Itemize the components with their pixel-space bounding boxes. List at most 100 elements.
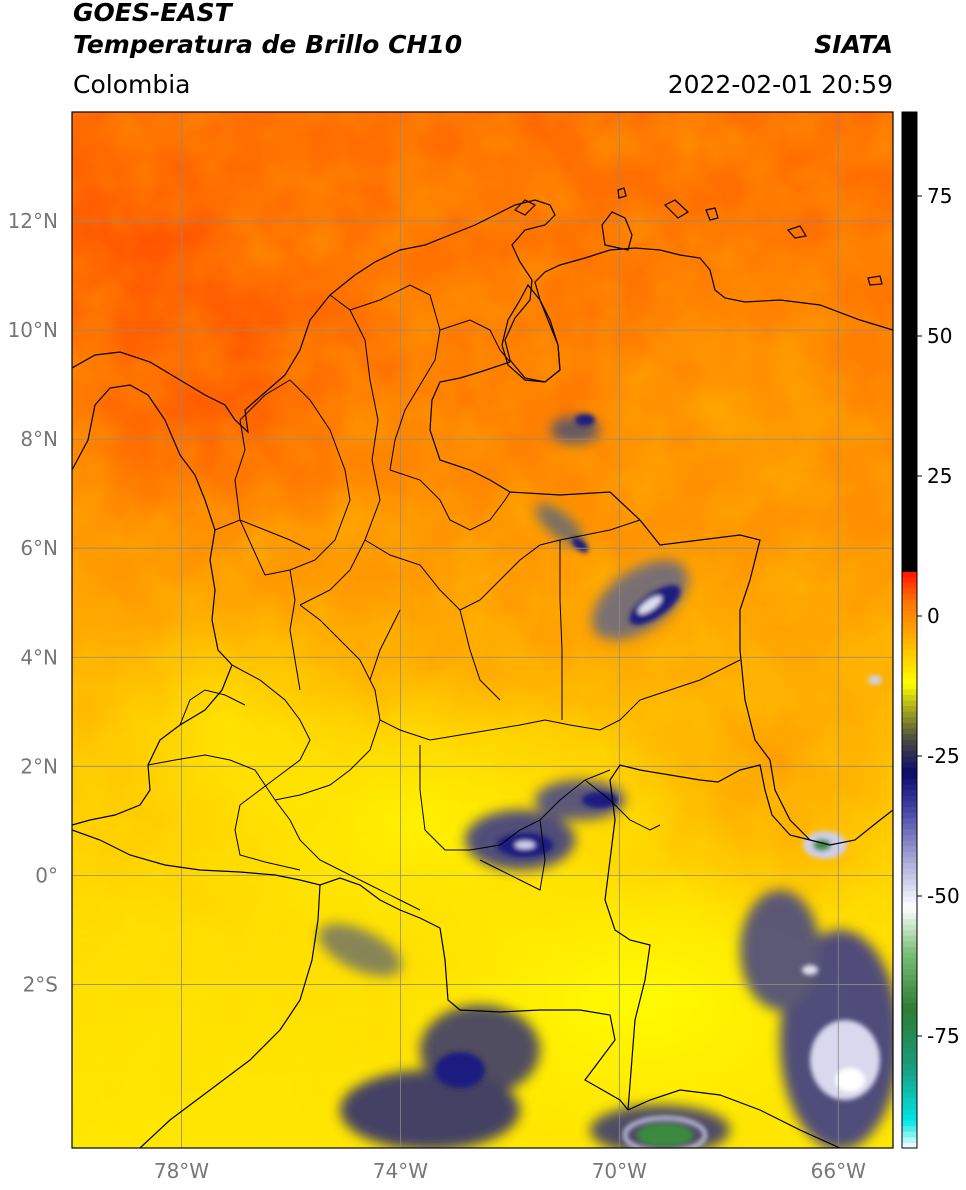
colorbar-segment (902, 207, 917, 214)
colorbar-tick-label: -50 (927, 884, 960, 908)
colorbar-segment (902, 627, 917, 634)
colorbar-segment (902, 313, 917, 320)
colorbar-segment (902, 453, 917, 460)
colorbar-segment (902, 291, 917, 298)
colorbar-segment (902, 1120, 917, 1127)
colorbar-segment (902, 498, 917, 505)
colorbar-segment (902, 274, 917, 281)
colorbar-segment (902, 425, 917, 432)
colorbar-segment (902, 1047, 917, 1054)
colorbar-segment (902, 190, 917, 197)
colorbar-tick-label: 0 (927, 604, 940, 628)
colorbar-segment (902, 347, 917, 354)
colorbar-segment (902, 336, 917, 343)
map-frame (71, 111, 894, 1149)
colorbar-segment (902, 554, 917, 561)
colorbar-segment (902, 856, 917, 863)
latitude-tick-label: 2°S (23, 972, 58, 996)
colorbar: 75 50 25 0 -25 -50 -75 (901, 111, 960, 1149)
colorbar-segment (902, 436, 917, 443)
colorbar-segment (902, 896, 917, 903)
longitude-tick-labels: 78°W 74°W 70°W 66°W (154, 1159, 866, 1183)
pacific-coast (72, 384, 233, 826)
department-boundaries (147, 284, 741, 911)
colorbar-segment (902, 868, 917, 875)
product-title: Temperatura de Brillo CH10 (73, 30, 463, 59)
colorbar-segments (902, 112, 917, 1149)
colorbar-segment (902, 1075, 917, 1082)
colorbar-segment (902, 235, 917, 242)
colorbar-segment (902, 733, 917, 740)
colorbar-segment (902, 1108, 917, 1115)
colorbar-segment (902, 252, 917, 259)
colorbar-segment (902, 1036, 917, 1043)
colorbar-frame (901, 111, 918, 1149)
colorbar-segment (902, 403, 917, 410)
colorbar-segment (902, 145, 917, 152)
region-label: Colombia (73, 70, 191, 99)
colorbar-ticks: 75 50 25 0 -25 -50 -75 (917, 184, 960, 1048)
colorbar-segment (902, 1069, 917, 1076)
colorbar-segment (902, 201, 917, 208)
colorbar-segment (902, 571, 917, 578)
colorbar-segment (902, 694, 917, 701)
colorbar-segment (902, 520, 917, 527)
colorbar-segment (902, 184, 917, 191)
colorbar-segment (902, 134, 917, 141)
colorbar-segment (902, 352, 917, 359)
colorbar-segment (902, 683, 917, 690)
colorbar-segment (902, 834, 917, 841)
colorbar-segment (902, 980, 917, 987)
latitude-tick-label: 0° (35, 863, 58, 887)
colorbar-segment (902, 828, 917, 835)
colorbar-segment (902, 369, 917, 376)
colorbar-segment (902, 459, 917, 466)
colorbar-segment (902, 565, 917, 572)
colorbar-segment (902, 1086, 917, 1093)
colorbar-segment (902, 655, 917, 662)
colorbar-segment (902, 840, 917, 847)
colorbar-segment (902, 817, 917, 824)
colorbar-segment (902, 907, 917, 914)
colorbar-segment (902, 929, 917, 936)
colorbar-segment (902, 420, 917, 427)
colorbar-segment (902, 229, 917, 236)
colorbar-segment (902, 812, 917, 819)
colorbar-segment (902, 873, 917, 880)
colorbar-segment (902, 196, 917, 203)
colorbar-segment (902, 632, 917, 639)
colorbar-segment (902, 1013, 917, 1020)
colorbar-segment (902, 767, 917, 774)
colorbar-segment (902, 672, 917, 679)
longitude-tick-label: 74°W (373, 1159, 428, 1183)
islands (513, 187, 883, 286)
colorbar-segment (902, 397, 917, 404)
colorbar-segment (902, 761, 917, 768)
colorbar-tick-label: 50 (927, 324, 952, 348)
colorbar-segment (902, 750, 917, 757)
colorbar-segment (902, 884, 917, 891)
colombia-peru-border (439, 927, 629, 1111)
colorbar-segment (902, 968, 917, 975)
latitude-tick-labels: 12°N 10°N 8°N 6°N 4°N 2°N 0° 2°S (8, 209, 58, 996)
colorbar-segment (902, 890, 917, 897)
colorbar-segment (902, 940, 917, 947)
colorbar-segment (902, 711, 917, 718)
colorbar-segment (902, 509, 917, 516)
colorbar-segment (902, 800, 917, 807)
colorbar-segment (902, 879, 917, 886)
colorbar-segment (902, 772, 917, 779)
colorbar-segment (902, 1030, 917, 1037)
colorbar-segment (902, 128, 917, 135)
colorbar-segment (902, 470, 917, 477)
paraguana-peninsula (601, 211, 633, 251)
colorbar-segment (902, 935, 917, 942)
colorbar-segment (902, 156, 917, 163)
colorbar-segment (902, 151, 917, 158)
colorbar-segment (902, 408, 917, 415)
longitude-tick-label: 78°W (154, 1159, 209, 1183)
colorbar-segment (902, 173, 917, 180)
colorbar-segment (902, 302, 917, 309)
colorbar-segment (902, 1114, 917, 1121)
